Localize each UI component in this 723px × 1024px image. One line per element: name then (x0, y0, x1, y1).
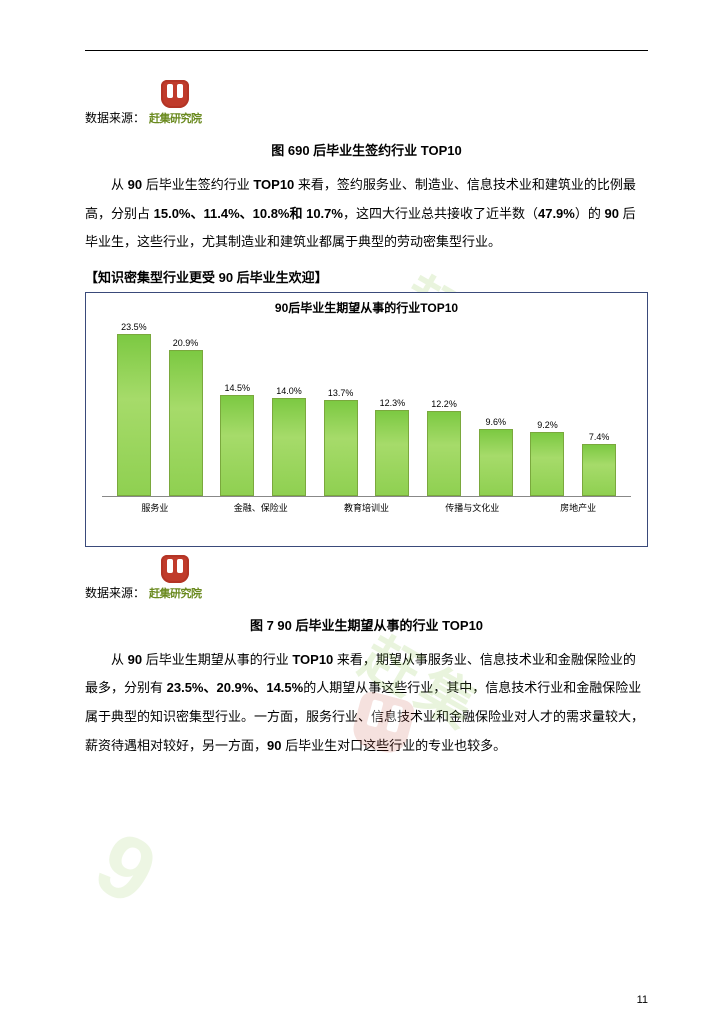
ganji-logo-icon (161, 555, 189, 583)
source-logo: 赶集研究院 (149, 555, 202, 601)
bar-value-label: 14.0% (276, 386, 302, 396)
paragraph-1: 从 90 后毕业生签约行业 TOP10 来看，签约服务业、制造业、信息技术业和建… (85, 171, 648, 257)
bar (375, 410, 409, 496)
x-axis-label: 金融、保险业 (208, 501, 314, 514)
bar-wrap: 20.9% (160, 322, 212, 496)
figure-caption-6: 图 690 后毕业生签约行业 TOP10 (85, 140, 648, 159)
bar-value-label: 20.9% (173, 338, 199, 348)
bar (427, 411, 461, 496)
ganji-logo-text: 赶集研究院 (149, 110, 202, 126)
bar (530, 432, 564, 496)
bar (117, 334, 151, 496)
bar-value-label: 12.3% (380, 398, 406, 408)
bar-wrap: 12.2% (418, 322, 470, 496)
bar-wrap: 14.0% (263, 322, 315, 496)
bar-wrap: 23.5% (108, 322, 160, 496)
bar (220, 395, 254, 496)
chart-bars-container: 23.5% 20.9% 14.5% 14.0% 13.7% 12.3% 12.2% 9.6% 9… (102, 322, 631, 496)
bar-chart-frame: 90后毕业生期望从事的行业TOP10 23.5% 20.9% 14.5% 14.0% 1… (85, 292, 648, 547)
top-rule (85, 50, 648, 51)
bar-value-label: 9.6% (486, 417, 507, 427)
bar (479, 429, 513, 496)
figure-caption-7: 图 7 90 后毕业生期望从事的行业 TOP10 (85, 615, 648, 634)
paragraph-2: 从 90 后毕业生期望从事的行业 TOP10 来看，期望从事服务业、信息技术业和… (85, 646, 648, 760)
bar-wrap: 7.4% (573, 322, 625, 496)
source-label: 数据来源： (85, 584, 145, 601)
source-label: 数据来源： (85, 109, 145, 126)
bar-wrap: 12.3% (367, 322, 419, 496)
bar-value-label: 12.2% (431, 399, 457, 409)
bar (324, 400, 358, 495)
bar-value-label: 9.2% (537, 420, 558, 430)
ganji-logo-text: 赶集研究院 (149, 585, 202, 601)
x-axis-label: 传播与文化业 (419, 501, 525, 514)
bar-wrap: 14.5% (211, 322, 263, 496)
bar-value-label: 7.4% (589, 432, 610, 442)
bar (272, 398, 306, 495)
data-source-row: 数据来源： 赶集研究院 (85, 555, 648, 601)
bar (169, 350, 203, 495)
bar-wrap: 9.2% (522, 322, 574, 496)
bar-wrap: 9.6% (470, 322, 522, 496)
chart-x-axis: 服务业金融、保险业教育培训业传播与文化业房地产业 (102, 501, 631, 514)
bar-value-label: 23.5% (121, 322, 147, 332)
x-axis-label: 服务业 (102, 501, 208, 514)
data-source-row: 数据来源： 赶集研究院 (85, 80, 648, 126)
x-axis-label: 教育培训业 (314, 501, 420, 514)
chart-plot-area: 23.5% 20.9% 14.5% 14.0% 13.7% 12.3% 12.2% 9.6% 9… (102, 322, 631, 497)
bar-value-label: 13.7% (328, 388, 354, 398)
bar-value-label: 14.5% (224, 383, 250, 393)
section-heading: 【知识密集型行业更受 90 后毕业生欢迎】 (85, 267, 648, 286)
watermark: 9 (78, 812, 180, 930)
bar (582, 444, 616, 496)
page-number: 11 (637, 994, 648, 1006)
chart-title: 90后毕业生期望从事的行业TOP10 (96, 299, 637, 316)
ganji-logo-icon (161, 80, 189, 108)
bar-wrap: 13.7% (315, 322, 367, 496)
source-logo: 赶集研究院 (149, 80, 202, 126)
x-axis-label: 房地产业 (525, 501, 631, 514)
